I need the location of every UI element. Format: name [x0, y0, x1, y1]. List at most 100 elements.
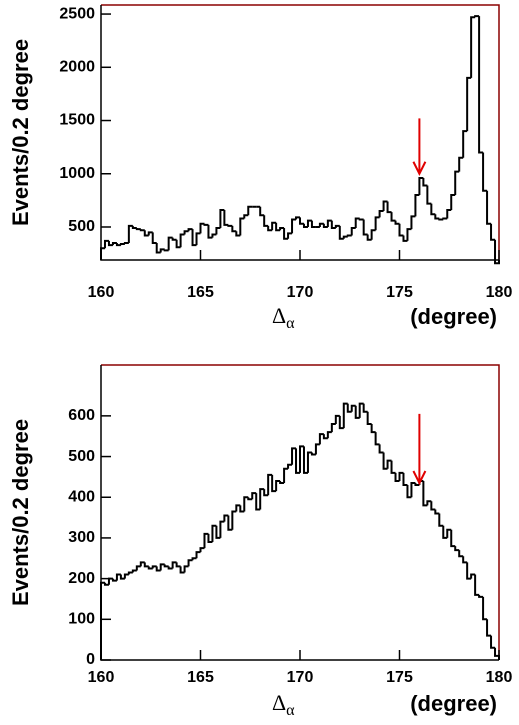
y-tick-label: 2000: [59, 59, 95, 76]
histogram-bin: [100, 581, 105, 660]
histogram-bin: [271, 221, 277, 231]
x-axis-unit: (degree): [410, 691, 497, 716]
histogram-bin: [203, 223, 209, 226]
histogram-bin: [326, 219, 332, 227]
histogram-bin: [267, 473, 273, 496]
histogram-bin: [354, 217, 360, 229]
histogram-bin: [442, 525, 448, 539]
arrow-head: [412, 470, 427, 486]
histogram-bin: [478, 594, 484, 598]
histogram-bin: [314, 443, 320, 455]
histogram-bin: [454, 170, 460, 196]
histogram-bin: [171, 237, 177, 241]
histogram-bin: [287, 232, 293, 239]
histogram-bin: [418, 177, 424, 196]
histogram-bin: [223, 514, 229, 522]
histogram-bin: [211, 524, 217, 542]
histogram-bin: [334, 224, 340, 229]
histogram-bin: [466, 562, 472, 580]
histogram-bin: [318, 433, 324, 445]
y-tick-label: 500: [68, 448, 95, 465]
histogram-bin: [406, 485, 412, 499]
histogram-bin: [283, 228, 289, 240]
y-tick-label: 2500: [59, 5, 95, 22]
histogram-bin: [450, 529, 456, 548]
histogram-bin: [243, 214, 249, 219]
histogram-bin: [163, 564, 169, 568]
histogram-bin: [243, 496, 249, 512]
histogram-bin: [135, 228, 141, 231]
histogram-bin: [354, 405, 360, 419]
histogram-bin: [386, 459, 392, 469]
y-tick-label: 600: [68, 407, 95, 424]
histogram-bin: [482, 152, 488, 192]
histogram-bin: [482, 596, 488, 621]
x-axis-subscript: α: [286, 315, 295, 332]
histogram-bin: [390, 460, 396, 474]
histogram-bin: [151, 565, 157, 569]
y-tick-label: 400: [68, 488, 95, 505]
histogram-bin: [139, 561, 145, 567]
histogram-bin: [394, 220, 400, 225]
histogram-bin: [438, 218, 444, 221]
histogram-bin: [434, 509, 440, 515]
histogram-bin: [299, 445, 304, 473]
histogram-bin: [446, 208, 452, 219]
histogram-bin: [310, 452, 316, 456]
histogram-bin: [143, 230, 149, 237]
histogram-bin: [318, 222, 324, 227]
histogram-bin: [111, 241, 117, 246]
x-axis-unit: (degree): [410, 304, 497, 329]
histogram-bin: [426, 500, 432, 506]
histogram-bin: [231, 510, 237, 530]
x-tick-label: 160: [88, 284, 115, 301]
histogram-bin: [410, 482, 416, 498]
histogram-bin: [275, 479, 281, 492]
histogram-bin: [295, 448, 300, 474]
histogram-bin: [454, 546, 460, 552]
x-tick-label: 170: [287, 284, 314, 301]
histogram-bin: [322, 434, 328, 440]
histogram-bin: [338, 225, 344, 240]
histogram-bin: [251, 492, 257, 500]
x-tick-label: 175: [386, 669, 413, 686]
histogram-bin: [342, 402, 348, 429]
histogram-bin: [215, 525, 221, 539]
histogram-bin: [295, 216, 300, 220]
histogram-bin: [330, 423, 336, 433]
histogram-bin: [466, 76, 472, 132]
histogram-bin: [382, 452, 388, 470]
x-axis-symbol: Δ: [272, 303, 286, 328]
histogram-bin: [187, 559, 193, 567]
histogram-bin: [366, 411, 372, 425]
histogram-bin: [422, 480, 428, 507]
histogram-bin: [191, 557, 197, 561]
y-tick-label: 1000: [59, 165, 95, 182]
histogram-bin: [402, 472, 408, 487]
histogram-bin: [358, 402, 364, 418]
histogram-bin: [394, 472, 400, 482]
histogram-bin: [366, 234, 372, 241]
histogram-bin: [107, 240, 113, 247]
histogram-bin: [462, 556, 468, 564]
histogram-bin: [442, 217, 448, 220]
histogram-bin: [362, 219, 368, 236]
histogram-bin: [223, 209, 229, 226]
histogram-bin: [239, 505, 245, 513]
histogram-bin: [183, 565, 189, 573]
histogram-bin: [414, 194, 420, 217]
histogram-bin: [139, 229, 145, 232]
histogram-bin: [374, 216, 380, 231]
histogram-bin: [199, 547, 205, 553]
x-axis-subscript: α: [286, 702, 295, 719]
histogram-bin: [179, 233, 185, 248]
histogram-bin: [370, 229, 376, 240]
histogram-bin: [322, 223, 328, 228]
histogram-bin: [279, 480, 285, 484]
histogram-bin: [127, 224, 133, 243]
y-tick-label: 1500: [59, 112, 95, 129]
histogram-bin: [235, 231, 241, 237]
y-tick-label: 500: [68, 218, 95, 235]
histogram-bin: [291, 447, 297, 465]
histogram-bin: [119, 574, 125, 580]
